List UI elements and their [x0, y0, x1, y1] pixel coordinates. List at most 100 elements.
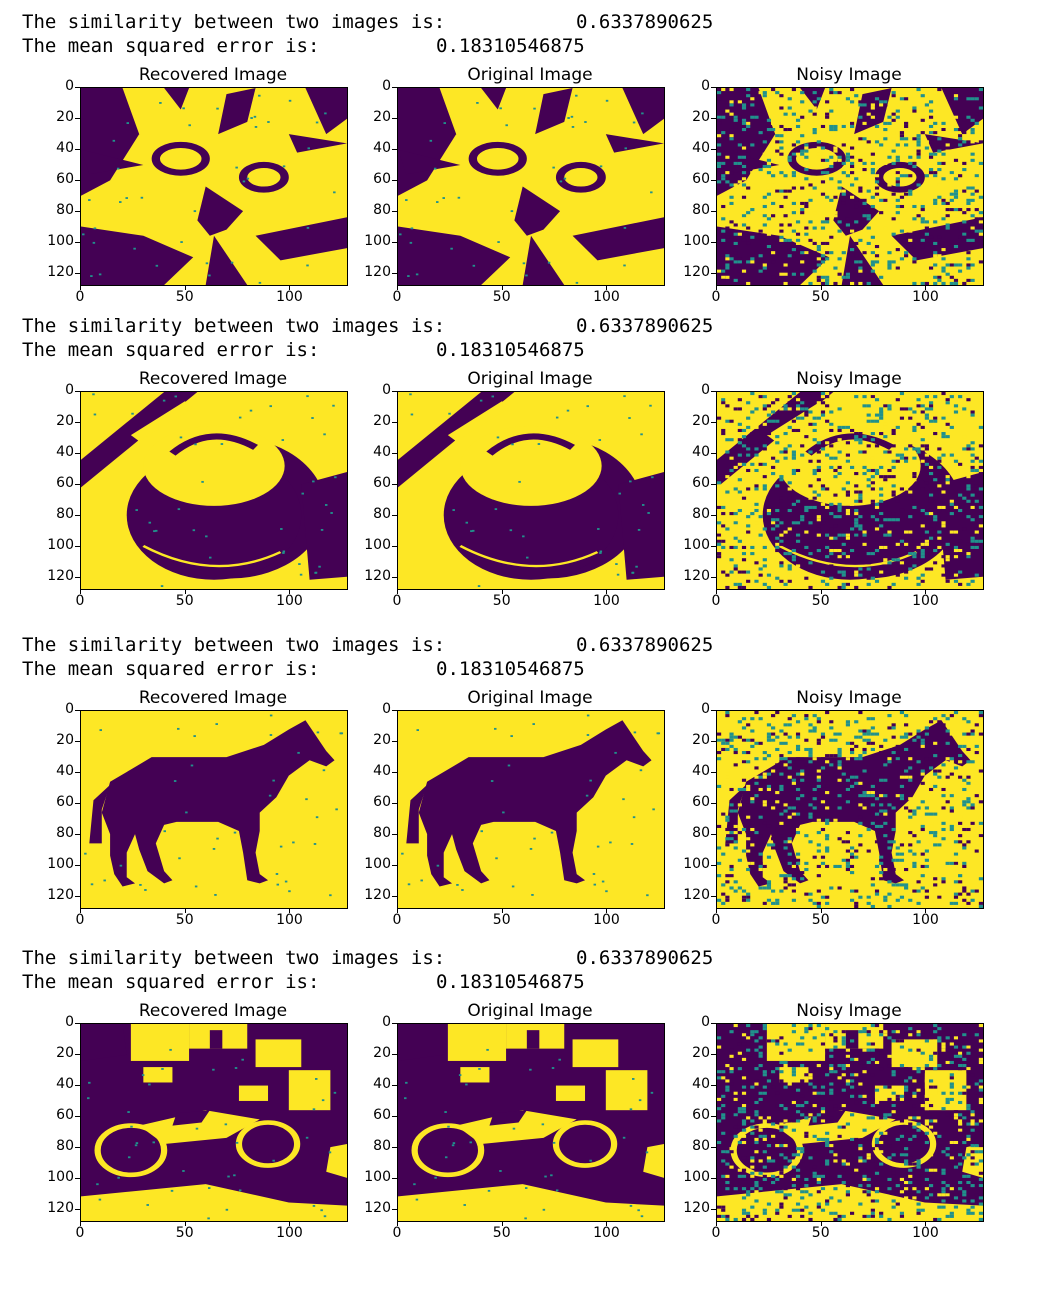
y-tick-label: 60 — [692, 794, 710, 811]
y-tick-label: 20 — [56, 732, 74, 749]
y-tick-mark — [711, 577, 716, 579]
y-tick-mark — [711, 1178, 716, 1180]
y-tick-label: 0 — [65, 701, 74, 717]
x-tick-mark — [289, 589, 291, 594]
pot-image — [716, 391, 984, 590]
y-tick-label: 120 — [364, 887, 391, 904]
y-tick-mark — [75, 896, 80, 898]
motorcycle-image — [716, 1023, 984, 1222]
mse-label: The mean squared error is: — [22, 35, 320, 57]
y-tick-label: 40 — [373, 763, 391, 780]
y-tick-mark — [392, 546, 397, 548]
x-tick-mark — [925, 908, 927, 913]
y-tick-label: 40 — [56, 1076, 74, 1093]
x-tick-label: 0 — [711, 912, 721, 928]
y-tick-label: 20 — [56, 1045, 74, 1062]
pot-image — [397, 391, 665, 590]
x-tick-label: 100 — [593, 1225, 620, 1241]
y-tick-mark — [75, 391, 80, 392]
x-tick-label: 100 — [593, 289, 620, 305]
x-tick-label: 50 — [175, 1225, 194, 1241]
x-tick-label: 100 — [593, 912, 620, 928]
y-tick-label: 120 — [47, 1200, 74, 1217]
x-tick-mark — [80, 1221, 81, 1226]
pot-image — [80, 391, 348, 590]
y-tick-label: 0 — [65, 1014, 74, 1030]
y-tick-mark — [75, 87, 80, 88]
x-tick-label: 100 — [912, 1225, 939, 1241]
horse-image-svg — [717, 711, 983, 908]
y-tick-mark — [392, 484, 397, 486]
y-tick-mark — [392, 577, 397, 579]
y-tick-mark — [392, 1085, 397, 1087]
y-tick-mark — [392, 772, 397, 774]
cat-image-svg — [398, 88, 664, 285]
y-tick-mark — [75, 1147, 80, 1149]
y-tick-mark — [75, 484, 80, 486]
x-tick-mark — [606, 908, 608, 913]
image-panel-recovered-image: Recovered Image 0 20 40 60 80 100 120 0 50 100 — [40, 1001, 366, 1251]
y-tick-label: 120 — [364, 1200, 391, 1217]
y-tick-mark — [75, 546, 80, 548]
y-tick-mark — [75, 180, 80, 182]
y-tick-mark — [392, 1023, 397, 1024]
y-tick-mark — [392, 87, 397, 88]
x-tick-label: 50 — [492, 593, 511, 609]
y-tick-label: 20 — [373, 732, 391, 749]
image-panel-recovered-image: Recovered Image 0 20 40 60 80 100 120 0 50 100 — [40, 688, 366, 938]
y-tick-mark — [711, 118, 716, 120]
y-tick-label: 0 — [701, 78, 710, 94]
y-tick-mark — [392, 896, 397, 898]
x-tick-mark — [184, 589, 186, 594]
y-tick-mark — [75, 118, 80, 120]
x-tick-mark — [716, 285, 717, 290]
y-tick-label: 100 — [364, 233, 391, 250]
x-tick-mark — [184, 908, 186, 913]
y-tick-label: 80 — [692, 202, 710, 219]
y-tick-label: 100 — [364, 856, 391, 873]
y-tick-label: 80 — [56, 506, 74, 523]
y-tick-label: 120 — [683, 568, 710, 585]
cat-image — [397, 87, 665, 286]
similarity-label: The similarity between two images is: — [22, 315, 446, 337]
y-tick-mark — [392, 515, 397, 517]
panel-title: Original Image — [467, 65, 593, 85]
image-panel-recovered-image: Recovered Image 0 20 40 60 80 100 120 0 50 100 — [40, 369, 366, 619]
motorcycle-image-svg — [81, 1024, 347, 1221]
y-tick-mark — [711, 1023, 716, 1024]
y-tick-mark — [711, 515, 716, 517]
y-tick-label: 0 — [65, 382, 74, 398]
y-tick-label: 60 — [692, 475, 710, 492]
y-tick-mark — [75, 211, 80, 213]
x-tick-mark — [289, 1221, 291, 1226]
x-tick-mark — [716, 908, 717, 913]
y-tick-mark — [711, 242, 716, 244]
y-tick-label: 20 — [373, 413, 391, 430]
mse-label: The mean squared error is: — [22, 971, 320, 993]
panel-title: Original Image — [467, 1001, 593, 1021]
y-tick-label: 60 — [373, 171, 391, 188]
y-tick-mark — [75, 834, 80, 836]
y-tick-mark — [392, 1209, 397, 1211]
y-tick-label: 100 — [364, 537, 391, 554]
y-tick-mark — [75, 453, 80, 455]
y-tick-mark — [75, 515, 80, 517]
y-tick-label: 40 — [56, 140, 74, 157]
y-tick-mark — [75, 242, 80, 244]
x-tick-mark — [289, 908, 291, 913]
y-tick-mark — [392, 211, 397, 213]
y-tick-label: 120 — [47, 568, 74, 585]
x-tick-label: 100 — [912, 289, 939, 305]
x-tick-mark — [925, 1221, 927, 1226]
mse-value: 0.18310546875 — [436, 339, 585, 361]
y-tick-mark — [75, 741, 80, 743]
panel-title: Recovered Image — [138, 369, 288, 389]
y-tick-label: 80 — [692, 506, 710, 523]
y-tick-mark — [711, 1116, 716, 1118]
x-tick-label: 100 — [276, 593, 303, 609]
x-tick-label: 100 — [276, 289, 303, 305]
y-tick-mark — [711, 211, 716, 213]
x-tick-label: 0 — [392, 289, 402, 305]
x-tick-label: 50 — [175, 593, 194, 609]
x-tick-label: 0 — [75, 289, 85, 305]
